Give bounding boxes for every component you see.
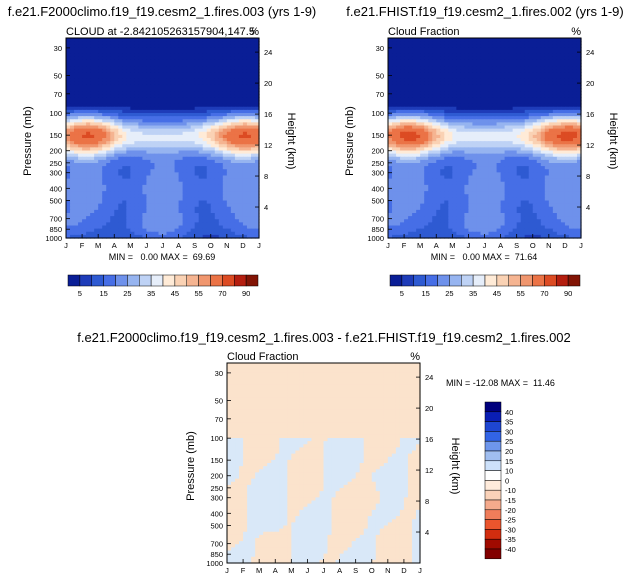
- pressure-tick-label: 150: [49, 131, 62, 140]
- month-tick-label: F: [80, 241, 85, 250]
- pressure-tick-label: 1000: [45, 234, 62, 243]
- month-tick-label: S: [192, 241, 197, 250]
- pressure-tick-label: 70: [54, 90, 62, 99]
- month-tick-label: M: [95, 241, 101, 250]
- pressure-tick-label: 100: [49, 109, 62, 118]
- pressure-tick-label: 500: [49, 196, 62, 205]
- pressure-tick-label: 700: [49, 215, 62, 224]
- panel-hist: f.e21.FHIST.f19_f19.cesm2_1.fires.002 (y…: [344, 4, 624, 262]
- height-tick-label: 24: [264, 48, 272, 57]
- panel-control: f.e21.F2000climo.f19_f19.cesm2_1.fires.0…: [8, 4, 317, 262]
- heatmap-cells: [66, 38, 260, 239]
- month-tick-label: J: [64, 241, 68, 250]
- pressure-tick-label: 30: [54, 44, 62, 53]
- height-tick-label: 16: [264, 110, 272, 119]
- height-tick-label: 12: [264, 141, 272, 150]
- panel-control-ylabel: Pressure (mb): [22, 106, 34, 176]
- panel-control-stats: MIN = 0.00 MAX = 69.69: [109, 252, 216, 262]
- panel-hist-right-label: %: [571, 26, 581, 38]
- panel-control-left-label: CLOUD at -2.842105263157904,147.5: [66, 26, 255, 38]
- month-tick-label: N: [224, 241, 229, 250]
- pressure-tick-label: 250: [49, 159, 62, 168]
- panel-hist-plot: 3050701001502002503004005007008501000242…: [367, 38, 594, 250]
- pressure-tick-label: 50: [54, 72, 62, 81]
- month-tick-label: J: [145, 241, 149, 250]
- month-tick-label: A: [112, 241, 117, 250]
- heatmap-cells: [388, 38, 582, 239]
- panel-hist-left-label: Cloud Fraction: [388, 26, 460, 38]
- month-tick-label: O: [208, 241, 214, 250]
- pressure-tick-label: 300: [49, 169, 62, 178]
- height-tick-label: 4: [264, 203, 268, 212]
- month-tick-label: J: [257, 241, 261, 250]
- height-tick-label: 8: [264, 172, 268, 181]
- pressure-tick-label: 200: [49, 147, 62, 156]
- panel-control-title: f.e21.F2000climo.f19_f19.cesm2_1.fires.0…: [8, 4, 317, 19]
- pressure-tick-label: 400: [49, 184, 62, 193]
- month-tick-label: J: [161, 241, 165, 250]
- panel-control-right-label: %: [249, 26, 259, 38]
- month-tick-label: A: [176, 241, 181, 250]
- panel-hist-title: f.e21.FHIST.f19_f19.cesm2_1.fires.002 (y…: [346, 4, 623, 19]
- month-tick-label: D: [240, 241, 246, 250]
- pressure-tick-label: 850: [49, 225, 62, 234]
- month-tick-label: M: [127, 241, 133, 250]
- panel-control-ylabel-right: Height (km): [285, 113, 297, 170]
- height-tick-label: 20: [264, 79, 272, 88]
